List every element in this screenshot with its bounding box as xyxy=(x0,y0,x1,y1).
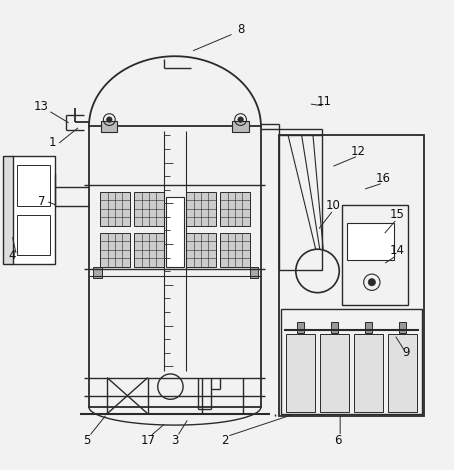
Bar xyxy=(232,121,249,132)
Bar xyxy=(186,233,216,266)
Text: 9: 9 xyxy=(402,346,410,359)
Circle shape xyxy=(368,279,375,286)
Text: 6: 6 xyxy=(334,434,342,447)
Bar xyxy=(100,233,130,266)
Text: 7: 7 xyxy=(38,195,45,208)
Bar xyxy=(100,192,130,226)
Bar xyxy=(101,121,118,132)
Bar xyxy=(347,223,395,259)
Bar xyxy=(3,156,13,265)
Bar xyxy=(250,266,258,278)
Text: 15: 15 xyxy=(389,208,404,221)
Text: 17: 17 xyxy=(140,434,155,447)
Text: 13: 13 xyxy=(34,100,49,112)
Bar xyxy=(297,322,304,333)
Bar xyxy=(220,192,250,226)
Bar xyxy=(16,165,50,205)
Bar xyxy=(94,266,102,278)
Bar xyxy=(342,205,408,305)
Text: 14: 14 xyxy=(389,244,404,258)
Bar xyxy=(134,192,163,226)
Bar xyxy=(388,334,417,412)
Bar xyxy=(16,215,50,255)
Bar xyxy=(331,322,338,333)
Bar xyxy=(220,233,250,266)
Text: 3: 3 xyxy=(171,434,178,447)
Bar xyxy=(134,233,163,266)
Bar xyxy=(365,322,372,333)
Text: 12: 12 xyxy=(351,145,366,158)
Text: 2: 2 xyxy=(221,434,228,447)
Text: 5: 5 xyxy=(83,434,90,447)
Text: 1: 1 xyxy=(49,136,56,149)
Bar xyxy=(186,192,216,226)
Text: 16: 16 xyxy=(375,172,390,185)
Bar xyxy=(281,309,422,414)
Text: 11: 11 xyxy=(317,95,332,108)
Circle shape xyxy=(107,117,112,122)
Text: 10: 10 xyxy=(326,199,341,212)
Bar xyxy=(12,156,55,265)
Bar xyxy=(279,135,322,270)
Bar xyxy=(279,135,424,416)
Bar xyxy=(89,126,261,407)
Bar xyxy=(286,334,315,412)
Bar xyxy=(399,322,406,333)
Bar xyxy=(166,196,184,266)
Text: 8: 8 xyxy=(237,23,244,36)
Circle shape xyxy=(238,117,243,122)
Bar xyxy=(320,334,349,412)
Bar xyxy=(354,334,383,412)
Text: 4: 4 xyxy=(8,249,16,262)
